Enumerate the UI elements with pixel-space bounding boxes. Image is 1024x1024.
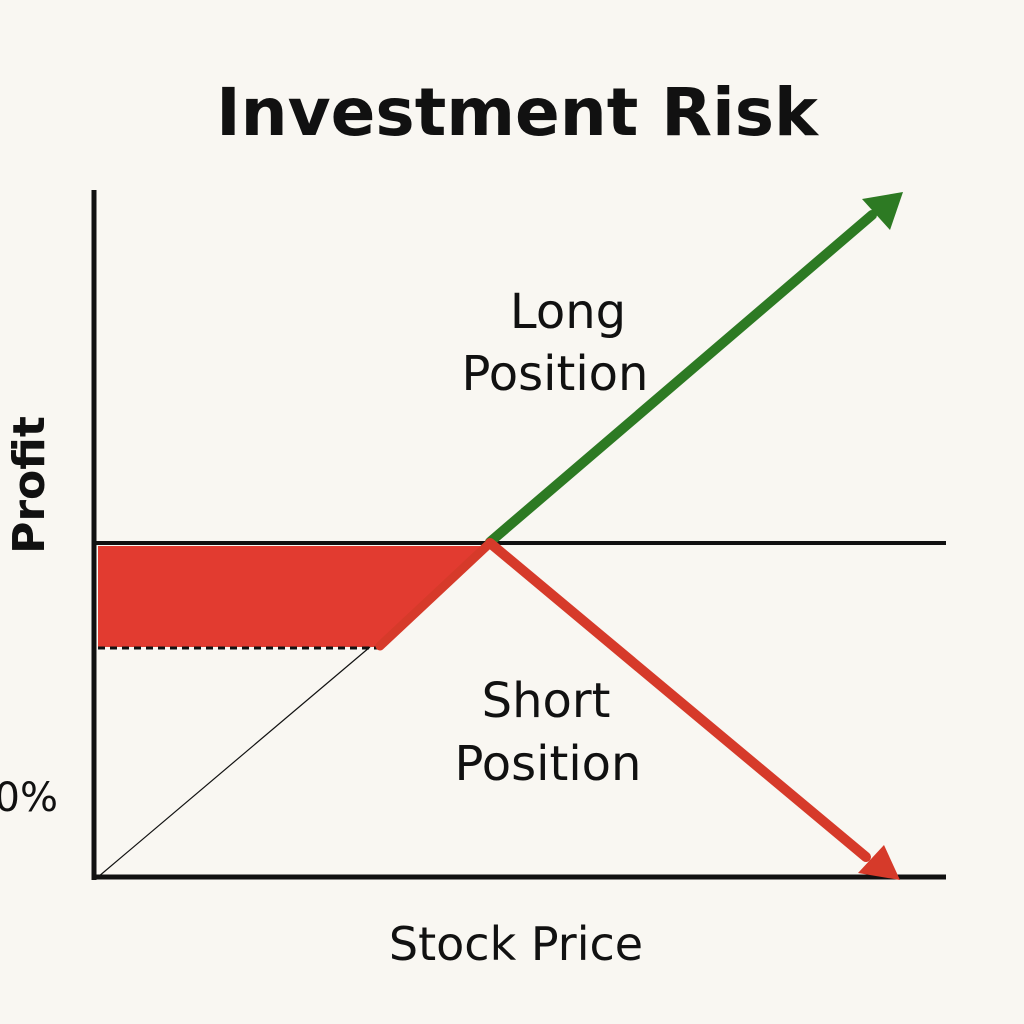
short-position-line	[485, 538, 871, 862]
y-tick-label: 0%	[0, 775, 58, 821]
short-position-label-line2: Position	[455, 736, 642, 792]
short-position-arrowhead	[858, 845, 900, 880]
x-axis-label: Stock Price	[389, 917, 643, 971]
long-position-arrowhead	[862, 192, 903, 230]
loss-region	[98, 546, 488, 647]
diagram-title: Investment Risk	[216, 74, 820, 151]
long-position-line	[485, 210, 877, 547]
baseline-diagonal	[97, 646, 371, 878]
long-position-label-line2: Position	[462, 346, 649, 402]
long-position-label-line1: Long	[510, 284, 626, 340]
short-position-left-leg	[375, 538, 495, 651]
short-position-label-line1: Short	[482, 673, 611, 729]
y-axis-label: Profit	[4, 416, 55, 554]
